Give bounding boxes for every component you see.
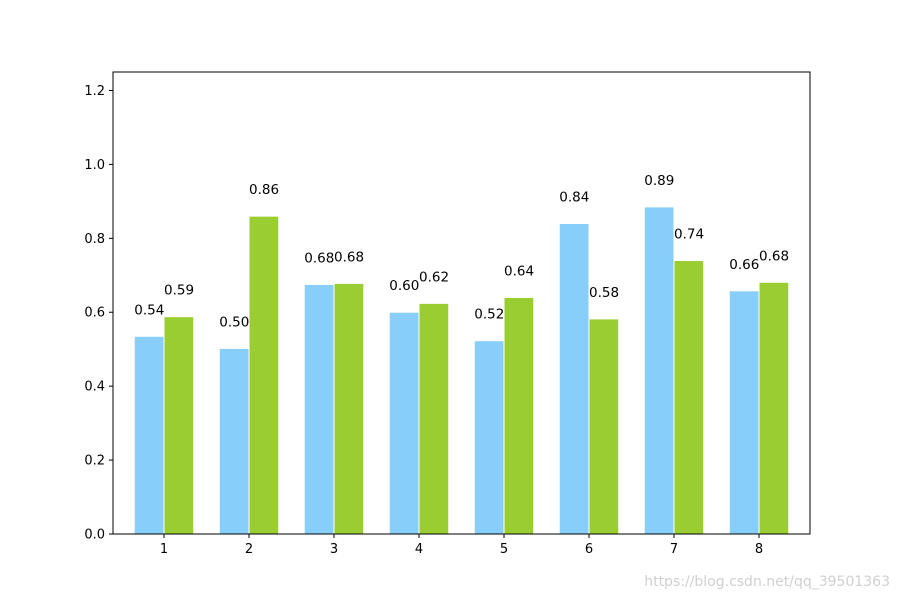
bars-layer: [133, 206, 790, 535]
watermark: https://blog.csdn.net/qq_39501363: [644, 574, 890, 590]
bar-series-1-cat-4: [388, 311, 420, 535]
data-label-series-1-cat-4: 0.60: [389, 278, 419, 294]
y-tick-label: 0.2: [84, 454, 105, 469]
bar-series-2-cat-4: [418, 302, 450, 535]
x-tick-label: 7: [670, 542, 678, 557]
plot-area-frame: [112, 71, 811, 535]
data-labels-layer: 0.54 0.50 0.68 0.60 0.52 0.84 0.89 0.66 0.59 0.86…: [134, 173, 789, 331]
bar-series-1-cat-1: [133, 335, 165, 535]
y-tick-label: 0.0: [84, 528, 105, 543]
bar-series-2-cat-7: [673, 259, 705, 535]
bar-series-1-cat-2: [218, 347, 250, 535]
data-label-series-1-cat-5: 0.52: [474, 307, 504, 323]
bar-series-1-cat-5: [473, 340, 505, 535]
data-label-series-2-cat-6: 0.58: [589, 285, 619, 301]
data-label-series-1-cat-3: 0.68: [304, 251, 334, 267]
x-tick-label: 3: [330, 542, 338, 557]
y-tick-label: 1.2: [84, 84, 105, 99]
data-label-series-1-cat-2: 0.50: [219, 314, 249, 330]
data-label-series-2-cat-7: 0.74: [674, 226, 704, 242]
bar-series-2-cat-6: [588, 318, 620, 535]
data-label-series-2-cat-3: 0.68: [334, 249, 364, 265]
bar-series-1-cat-3: [303, 284, 335, 535]
bar-series-2-cat-1: [163, 316, 195, 535]
x-tick-label: 8: [755, 542, 763, 557]
bar-series-2-cat-3: [333, 282, 365, 535]
data-label-series-2-cat-4: 0.62: [419, 269, 449, 285]
x-tick-label: 4: [415, 542, 423, 557]
y-tick-label: 0.6: [84, 306, 105, 321]
data-label-series-2-cat-5: 0.64: [504, 263, 534, 279]
bar-series-2-cat-2: [248, 215, 280, 535]
data-label-series-2-cat-8: 0.68: [759, 248, 789, 264]
bar-series-1-cat-6: [558, 223, 590, 535]
ticks-layer: 1 2 3 4 5 6 7 8 0.0 0.2 0.4 0.6 0.8 1.0 1.2: [84, 84, 763, 557]
x-tick-label: 2: [245, 542, 253, 557]
data-label-series-1-cat-8: 0.66: [729, 257, 759, 273]
x-tick-label: 6: [585, 542, 593, 557]
bar-series-1-cat-8: [728, 290, 760, 535]
y-tick-label: 0.8: [84, 232, 105, 247]
y-tick-label: 0.4: [84, 380, 105, 395]
data-label-series-1-cat-1: 0.54: [134, 302, 164, 318]
data-label-series-2-cat-1: 0.59: [164, 283, 194, 299]
bar-series-2-cat-8: [758, 281, 790, 535]
data-label-series-2-cat-2: 0.86: [249, 182, 279, 198]
data-label-series-1-cat-7: 0.89: [644, 173, 674, 189]
x-tick-label: 5: [500, 542, 508, 557]
bar-series-1-cat-7: [643, 206, 675, 535]
y-tick-label: 1.0: [84, 158, 105, 173]
x-tick-label: 1: [160, 542, 168, 557]
data-label-series-1-cat-6: 0.84: [559, 190, 589, 206]
bar-series-2-cat-5: [503, 296, 535, 535]
